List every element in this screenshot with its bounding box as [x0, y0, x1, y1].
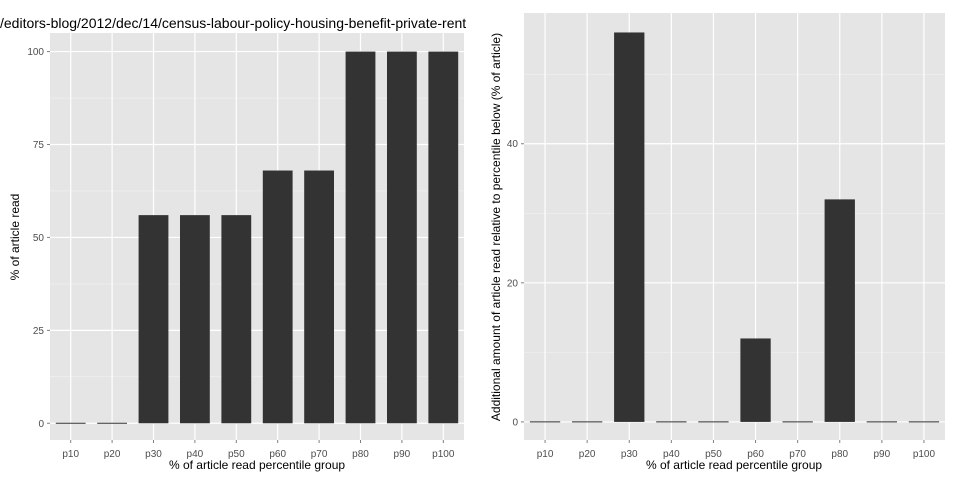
bar-p60 — [262, 170, 293, 424]
y-axis-ticks: 0 20 40 — [507, 139, 524, 428]
bar-series — [529, 32, 940, 423]
x-tick-label: p20 — [104, 449, 121, 460]
x-tick-label: p100 — [432, 449, 455, 460]
x-axis-ticks: p10 p20 p30 p40 p50 p60 p70 p80 p90 p100 — [537, 440, 936, 460]
bar-p40 — [179, 215, 210, 424]
x-tick-label: p10 — [62, 449, 79, 460]
y-tick-label: 75 — [33, 140, 45, 151]
x-tick-label: p70 — [311, 449, 328, 460]
chart-left: /editors-blog/2012/dec/14/census-labour-… — [0, 15, 466, 472]
y-axis-label: % of article read — [8, 194, 22, 281]
x-tick-label: p50 — [228, 449, 245, 460]
bar-p30 — [614, 32, 645, 422]
bar-p50 — [221, 215, 252, 424]
x-tick-label: p80 — [352, 449, 369, 460]
bar-p30 — [138, 215, 169, 424]
y-axis-ticks: 0 25 50 75 100 — [27, 47, 50, 430]
x-tick-label: p90 — [874, 449, 891, 460]
x-tick-label: p90 — [394, 449, 411, 460]
y-tick-label: 0 — [512, 417, 518, 428]
x-axis-label: % of article read percentile group — [169, 458, 345, 472]
y-tick-label: 100 — [27, 47, 44, 58]
bar-p80 — [824, 199, 855, 422]
plot-panel — [524, 13, 945, 440]
y-tick-label: 25 — [33, 326, 45, 337]
y-tick-label: 40 — [507, 139, 519, 150]
bar-p100 — [428, 51, 459, 424]
y-axis-label: Additional amount of article read relati… — [489, 33, 503, 421]
x-tick-label: p60 — [747, 449, 764, 460]
bar-p70 — [304, 170, 335, 424]
bar-p90 — [386, 51, 417, 424]
x-tick-label: p30 — [145, 449, 162, 460]
bar-p80 — [345, 51, 376, 424]
x-tick-label: p30 — [621, 449, 638, 460]
x-axis-label: % of article read percentile group — [646, 458, 822, 472]
x-tick-label: p70 — [789, 449, 806, 460]
x-tick-label: p80 — [831, 449, 848, 460]
y-tick-label: 20 — [507, 278, 519, 289]
y-tick-label: 0 — [38, 419, 44, 430]
bar-series — [55, 51, 459, 424]
x-tick-label: p100 — [913, 449, 936, 460]
x-tick-label: p10 — [537, 449, 554, 460]
y-tick-label: 50 — [33, 233, 45, 244]
x-tick-label: p50 — [705, 449, 722, 460]
x-tick-label: p20 — [579, 449, 596, 460]
chart-right: 0 20 40 p10 p20 p30 p40 p50 p60 p70 p80 p90 p100 % … — [489, 13, 945, 472]
x-tick-label: p40 — [187, 449, 204, 460]
x-tick-label: p40 — [663, 449, 680, 460]
x-axis-ticks: p10 p20 p30 p40 p50 p60 p70 p80 p90 p100 — [62, 440, 455, 460]
bar-p60 — [740, 338, 771, 422]
x-tick-label: p60 — [269, 449, 286, 460]
chart-title: /editors-blog/2012/dec/14/census-labour-… — [0, 15, 466, 31]
